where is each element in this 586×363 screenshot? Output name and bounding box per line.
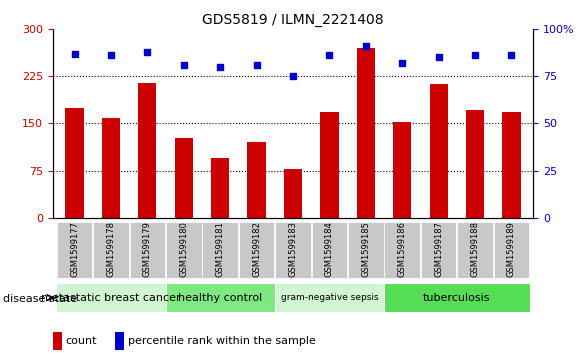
Point xyxy=(434,54,443,60)
Text: GSM1599187: GSM1599187 xyxy=(434,221,443,277)
Text: GSM1599180: GSM1599180 xyxy=(179,221,188,277)
Text: GSM1599189: GSM1599189 xyxy=(507,221,516,277)
Bar xyxy=(493,221,529,277)
Bar xyxy=(138,82,156,218)
Bar xyxy=(239,221,274,277)
Bar xyxy=(202,221,238,277)
Bar xyxy=(93,221,129,277)
Point xyxy=(106,53,115,58)
Point xyxy=(325,53,334,58)
Bar xyxy=(247,142,265,218)
Text: healthy control: healthy control xyxy=(178,293,263,303)
Point xyxy=(70,51,79,57)
Bar xyxy=(466,110,484,218)
Bar xyxy=(211,158,229,218)
Text: GSM1599186: GSM1599186 xyxy=(398,221,407,277)
Text: disease state: disease state xyxy=(3,294,77,305)
Bar xyxy=(348,221,384,277)
Bar xyxy=(321,112,339,218)
Bar xyxy=(166,221,202,277)
Bar xyxy=(312,221,347,277)
Bar xyxy=(275,221,311,277)
Point xyxy=(361,43,370,49)
Bar xyxy=(115,332,124,350)
Text: GSM1599184: GSM1599184 xyxy=(325,221,334,277)
Bar xyxy=(166,283,275,312)
Bar xyxy=(56,283,166,312)
Text: tuberculosis: tuberculosis xyxy=(423,293,490,303)
Text: GSM1599182: GSM1599182 xyxy=(252,221,261,277)
Bar xyxy=(457,221,493,277)
Bar xyxy=(502,112,520,218)
Bar xyxy=(430,84,448,218)
Point xyxy=(216,64,225,70)
Text: GSM1599178: GSM1599178 xyxy=(107,221,115,277)
Bar xyxy=(384,221,420,277)
Bar xyxy=(130,221,165,277)
Text: GSM1599181: GSM1599181 xyxy=(216,221,224,277)
Bar xyxy=(421,221,456,277)
Bar xyxy=(393,122,411,218)
Bar xyxy=(57,221,93,277)
Bar xyxy=(102,118,120,218)
Text: metastatic breast cancer: metastatic breast cancer xyxy=(41,293,181,303)
Bar xyxy=(384,283,530,312)
Point xyxy=(397,60,407,66)
Bar xyxy=(357,48,375,218)
Bar xyxy=(275,283,384,312)
Point xyxy=(179,62,189,68)
Text: GSM1599177: GSM1599177 xyxy=(70,221,79,277)
Bar xyxy=(284,169,302,218)
Text: gram-negative sepsis: gram-negative sepsis xyxy=(281,293,378,302)
Title: GDS5819 / ILMN_2221408: GDS5819 / ILMN_2221408 xyxy=(202,13,384,26)
Point xyxy=(288,73,298,79)
Text: GSM1599183: GSM1599183 xyxy=(288,221,298,277)
Text: percentile rank within the sample: percentile rank within the sample xyxy=(128,336,315,346)
Point xyxy=(143,49,152,54)
Text: count: count xyxy=(66,336,97,346)
Text: GSM1599185: GSM1599185 xyxy=(362,221,370,277)
Point xyxy=(507,53,516,58)
Point xyxy=(252,62,261,68)
Bar xyxy=(175,138,193,218)
Bar xyxy=(53,332,62,350)
Text: GSM1599188: GSM1599188 xyxy=(471,221,479,277)
Point xyxy=(471,53,480,58)
Text: GSM1599179: GSM1599179 xyxy=(143,221,152,277)
Bar xyxy=(66,108,84,218)
